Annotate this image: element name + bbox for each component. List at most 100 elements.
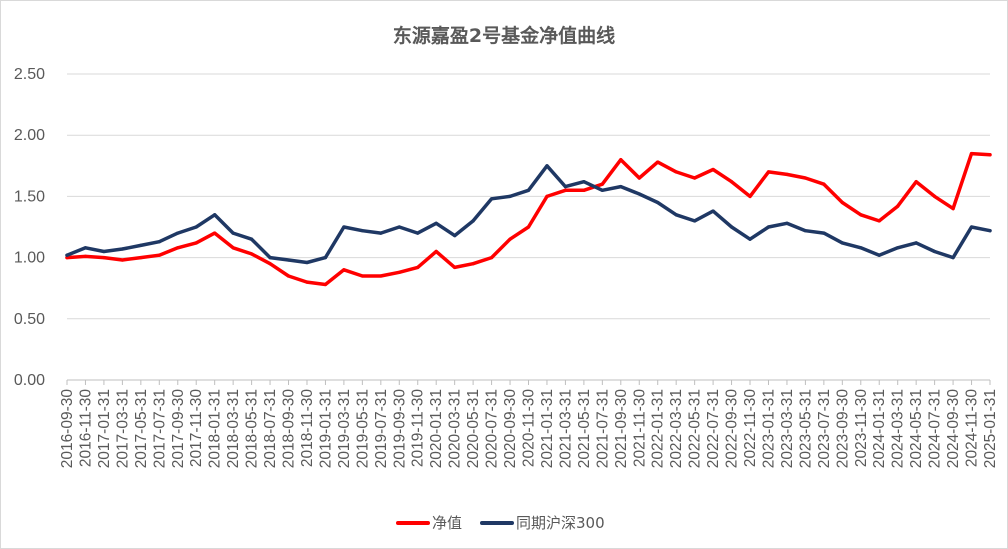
data-point [176,246,180,250]
x-tick-label: 2023-03-31 [779,389,796,468]
data-point [65,253,69,257]
data-point [489,256,494,260]
data-point [508,194,512,198]
x-tick-label: 2019-11-30 [410,389,427,468]
x-tick-label: 2017-07-31 [151,389,168,468]
data-point [323,256,328,260]
data-point [379,231,383,235]
data-point [785,221,789,225]
data-point [434,249,438,254]
data-point [951,256,955,260]
x-tick-label: 2017-09-30 [170,389,187,469]
data-point [305,280,309,284]
x-tick-label: 2025-01-31 [982,389,999,468]
data-point [342,268,346,272]
data-point [526,225,531,229]
data-point [231,231,235,235]
x-tick-label: 2023-05-31 [797,389,814,468]
x-tick-label: 2017-05-31 [133,389,150,468]
data-point [729,225,734,229]
data-point [342,225,346,229]
data-point [859,246,863,250]
data-point [250,252,254,256]
data-point [748,237,752,241]
data-point [859,213,863,217]
data-point [508,237,512,241]
x-tick-label: 2023-09-30 [834,389,851,469]
data-point [489,197,494,201]
data-point [969,151,974,156]
x-tick-label: 2021-07-31 [594,389,611,468]
data-point [286,274,291,278]
data-point [766,225,771,229]
x-tick-label: 2021-11-30 [631,389,648,468]
data-point [545,164,549,168]
data-point [120,258,124,262]
x-tick-label: 2018-07-31 [262,389,279,468]
x-tick-label: 2020-01-31 [428,389,445,468]
data-point [969,225,974,229]
data-point [766,170,771,174]
data-point [120,247,124,251]
x-tick-label: 2023-07-31 [816,389,833,468]
x-tick-label: 2016-11-30 [77,389,94,468]
data-point [619,158,623,162]
y-tick-label: 0.50 [14,311,45,328]
x-tick-label: 2018-03-31 [225,389,242,468]
data-point [600,188,604,192]
x-tick-label: 2019-01-31 [317,389,334,468]
x-axis: 2016-09-30 2016-11-30 2017-01-31 2017-03-31… [59,379,999,469]
data-point [656,200,660,205]
x-tick-label: 2020-11-30 [521,389,538,468]
data-point [65,256,69,260]
x-tick-label: 2021-05-31 [576,389,593,468]
data-point [637,176,641,180]
legend-label: 净值 [432,514,462,532]
data-point [988,153,992,157]
data-point [416,265,420,269]
x-tick-label: 2019-05-31 [354,389,371,468]
data-point [563,188,568,192]
data-point [803,229,808,233]
data-point [693,176,697,180]
x-tick-label: 2024-09-30 [945,389,962,469]
data-point [582,180,586,184]
x-tick-label: 2018-05-31 [244,389,261,468]
y-tick-label: 2.50 [14,66,45,83]
data-point [582,188,586,192]
data-point [896,204,900,208]
data-point [545,194,549,198]
legend-label: 同期沪深300 [516,514,605,532]
data-point [397,270,401,274]
series-2 [65,164,992,265]
data-point [213,213,217,217]
x-tick-label: 2022-03-31 [668,389,685,468]
data-point [637,192,641,196]
y-axis-tick-labels: 0.00 0.50 1.00 1.50 2.00 2.50 [14,66,45,389]
data-point [600,182,604,186]
x-tick-label: 2021-03-31 [557,389,574,468]
data-point [102,256,106,260]
x-tick-label: 2021-09-30 [613,389,630,469]
series-lines [65,151,992,287]
data-point [305,260,309,265]
data-point [693,219,697,223]
data-point [877,219,881,223]
x-tick-label: 2020-07-31 [484,389,501,468]
data-point [379,274,383,278]
x-tick-label: 2020-05-31 [465,389,482,468]
data-point [250,237,254,241]
data-point [286,258,291,262]
data-point [194,241,198,245]
x-tick-label: 2022-11-30 [742,389,759,468]
y-tick-label: 0.00 [14,372,45,389]
data-point [711,167,715,172]
data-point [933,249,937,254]
x-tick-label: 2023-11-30 [853,389,870,468]
x-tick-label: 2022-01-31 [650,389,667,468]
y-tick-label: 1.50 [14,188,45,205]
data-point [840,241,844,245]
data-point [194,225,198,229]
